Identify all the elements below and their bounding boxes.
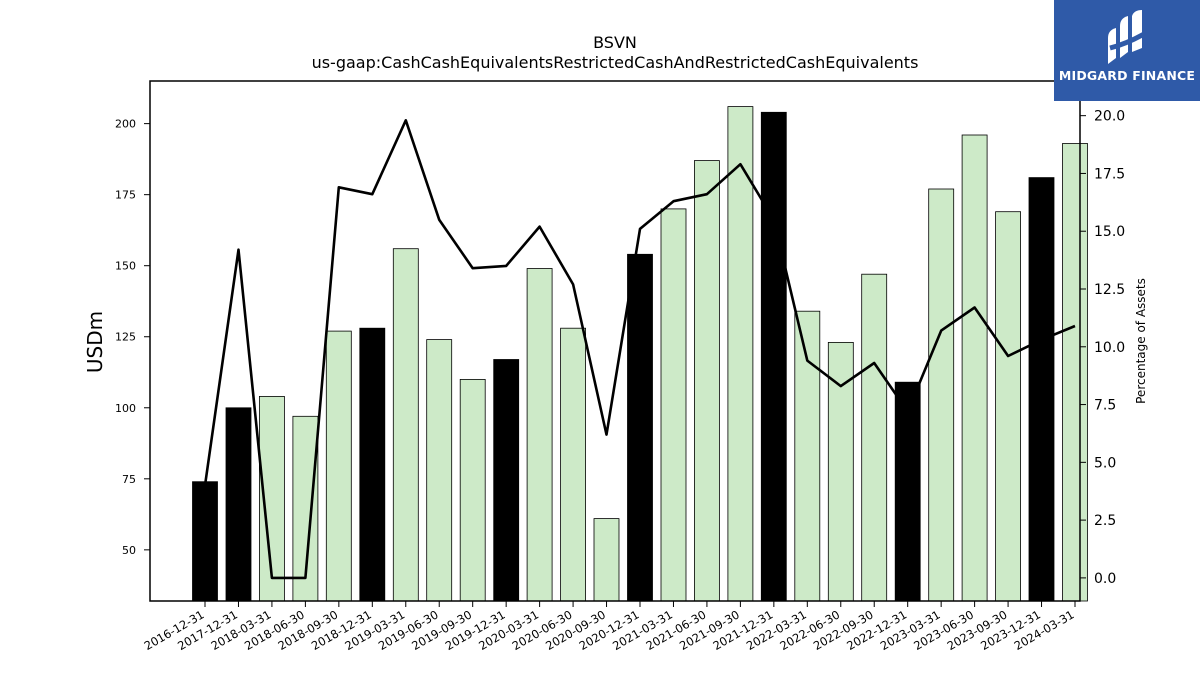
bar-2020-12-31 (627, 253, 653, 602)
bar-2022-03-31 (794, 310, 821, 602)
y-tick-label: 50 (122, 544, 136, 557)
y-axis-label: USDm (83, 311, 107, 373)
bar-2023-03-31 (928, 188, 955, 602)
y-tick-label: 125 (115, 331, 136, 344)
y2-tick-label: 5.0 (1094, 455, 1116, 471)
bar-2022-06-30 (827, 341, 854, 602)
bar-2023-09-30 (995, 211, 1021, 602)
y2-tick-label: 0.0 (1094, 571, 1116, 587)
bar-2019-06-30 (426, 339, 453, 602)
bar-2023-06-30 (961, 134, 988, 602)
chart-title: BSVN (593, 33, 637, 52)
bar-2022-12-31 (894, 381, 921, 602)
logo-text: MIDGARD FINANCE (1058, 68, 1196, 83)
chart-subtitle: us-gaap:CashCashEquivalentsRestrictedCas… (312, 53, 919, 72)
bar-2024-03-31 (1062, 143, 1088, 602)
y-tick-label: 100 (115, 402, 136, 415)
bar-2018-12-31 (359, 327, 386, 602)
y2-tick-label: 15.0 (1094, 224, 1125, 240)
line-layer (203, 119, 1076, 580)
y2-tick-label: 17.5 (1094, 166, 1125, 182)
bar-2018-09-30 (325, 330, 352, 602)
bar-2016-12-31 (192, 481, 218, 602)
y2-axis-label: Percentage of Assets (1134, 278, 1148, 404)
y-tick-label: 200 (115, 118, 136, 131)
bar-2020-03-31 (526, 268, 553, 602)
bar-2017-12-31 (225, 407, 252, 602)
logo-mark-icon (1108, 10, 1146, 64)
bar-group (192, 106, 1088, 602)
y2-tick-label: 2.5 (1094, 513, 1116, 529)
bar-2022-09-30 (861, 273, 888, 602)
bar-2020-09-30 (593, 518, 620, 602)
y2-tick-label: 20.0 (1094, 109, 1125, 125)
bar-2019-03-31 (392, 248, 419, 602)
bar-2021-06-30 (694, 160, 720, 602)
bar-2019-09-30 (459, 378, 486, 602)
y2-tick-label: 12.5 (1094, 282, 1125, 298)
y2-tick-label: 7.5 (1094, 398, 1116, 414)
bar-2021-03-31 (660, 208, 687, 602)
y-tick-label: 75 (122, 473, 136, 486)
bar-2019-12-31 (493, 359, 520, 602)
bar-2021-12-31 (760, 111, 787, 602)
bar-2023-12-31 (1028, 177, 1055, 602)
y-tick-label: 175 (115, 189, 136, 202)
y-tick-label: 150 (115, 260, 136, 273)
bar-2021-09-30 (727, 106, 754, 602)
y2-tick-label: 10.0 (1094, 340, 1125, 356)
plot-frame (149, 80, 1081, 602)
percentage-line (203, 119, 1076, 580)
midgard-finance-logo: MIDGARD FINANCE (1054, 0, 1200, 101)
bar-2020-06-30 (560, 327, 586, 602)
